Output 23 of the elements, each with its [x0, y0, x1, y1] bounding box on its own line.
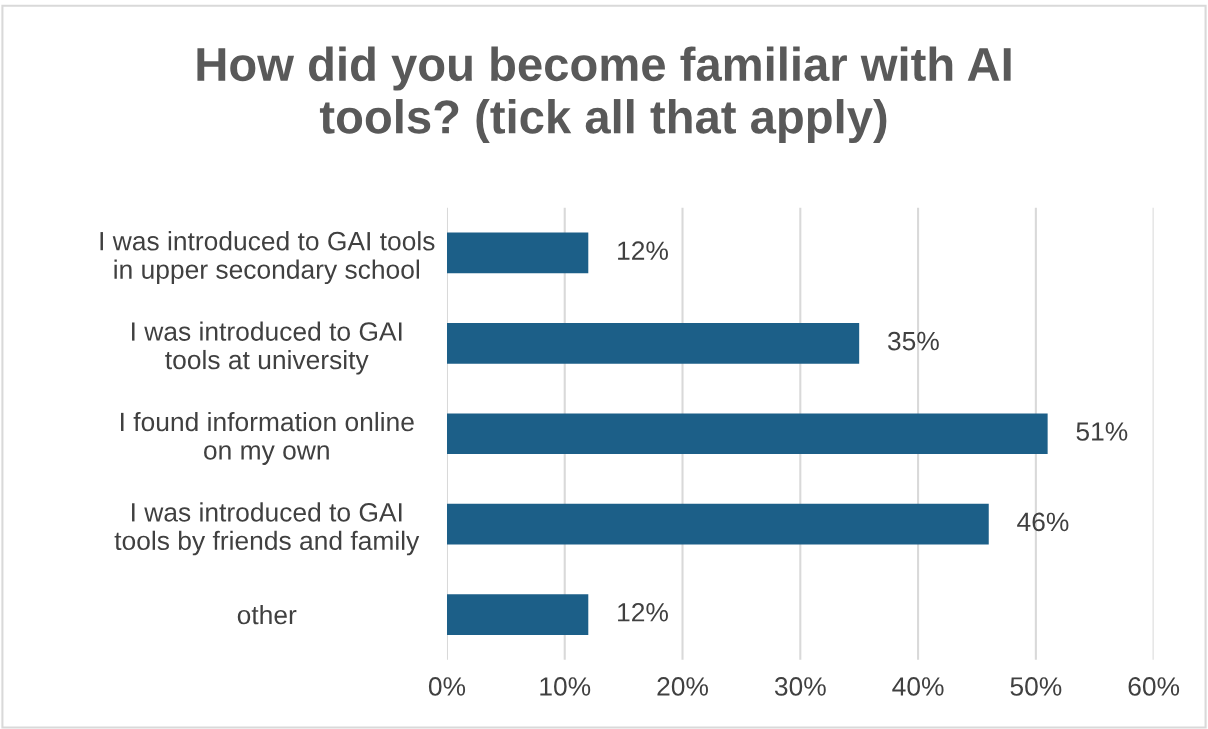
x-tick-label: 50% — [1010, 677, 1062, 696]
x-tick-label: 20% — [657, 677, 708, 696]
y-tick-label: I found information online on my own — [121, 411, 414, 465]
bar — [446, 413, 1048, 455]
data-label: 12% — [618, 602, 668, 622]
y-tick-label: I was introduced to GAI tools at university — [132, 321, 402, 375]
y-tick-label: I was introduced to GAI tools by friends and family — [114, 502, 420, 556]
x-tick-label: 10% — [540, 677, 591, 696]
data-label: 51% — [1076, 422, 1128, 441]
data-label: 46% — [1017, 512, 1069, 532]
bar — [446, 232, 589, 274]
data-label: 12% — [618, 241, 668, 260]
x-tick-label: 30% — [774, 677, 826, 696]
bar — [446, 503, 989, 545]
x-tick-label: 60% — [1128, 677, 1180, 696]
x-tick-label: 40% — [892, 677, 944, 696]
bar — [446, 594, 589, 635]
y-tick-label: other — [237, 604, 297, 625]
data-label: 35% — [887, 331, 939, 351]
x-tick-label: 0% — [428, 677, 466, 696]
y-tick-label: I was introduced to GAI tools in upper secondary school — [100, 231, 435, 285]
chart-title: How did you become familiar with AI tools? (tick all that apply) — [197, 46, 1011, 144]
bar — [446, 323, 860, 364]
